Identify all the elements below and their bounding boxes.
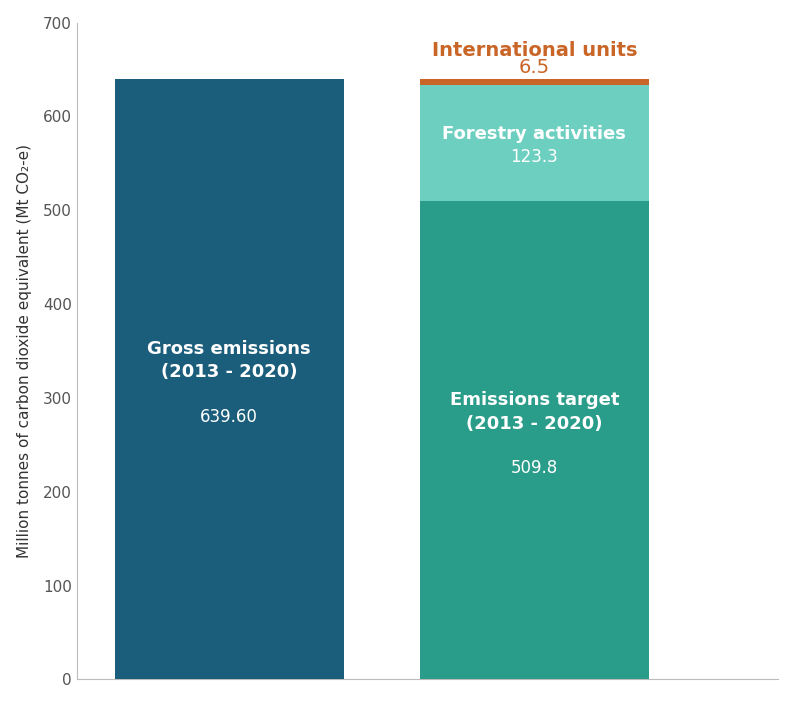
Text: Forestry activities: Forestry activities <box>442 125 626 143</box>
Text: 639.60: 639.60 <box>200 407 258 426</box>
Text: 123.3: 123.3 <box>510 148 558 166</box>
Y-axis label: Million tonnes of carbon dioxide equivalent (Mt CO₂-e): Million tonnes of carbon dioxide equival… <box>17 144 32 558</box>
Text: Emissions target
(2013 - 2020): Emissions target (2013 - 2020) <box>449 391 619 433</box>
Text: International units: International units <box>432 42 637 61</box>
Text: 509.8: 509.8 <box>510 459 558 477</box>
Text: Gross emissions
(2013 - 2020): Gross emissions (2013 - 2020) <box>147 340 311 381</box>
Bar <box>420 201 649 680</box>
Bar <box>420 80 649 85</box>
Bar <box>114 80 343 680</box>
Bar <box>420 85 649 201</box>
Text: 6.5: 6.5 <box>518 59 550 77</box>
